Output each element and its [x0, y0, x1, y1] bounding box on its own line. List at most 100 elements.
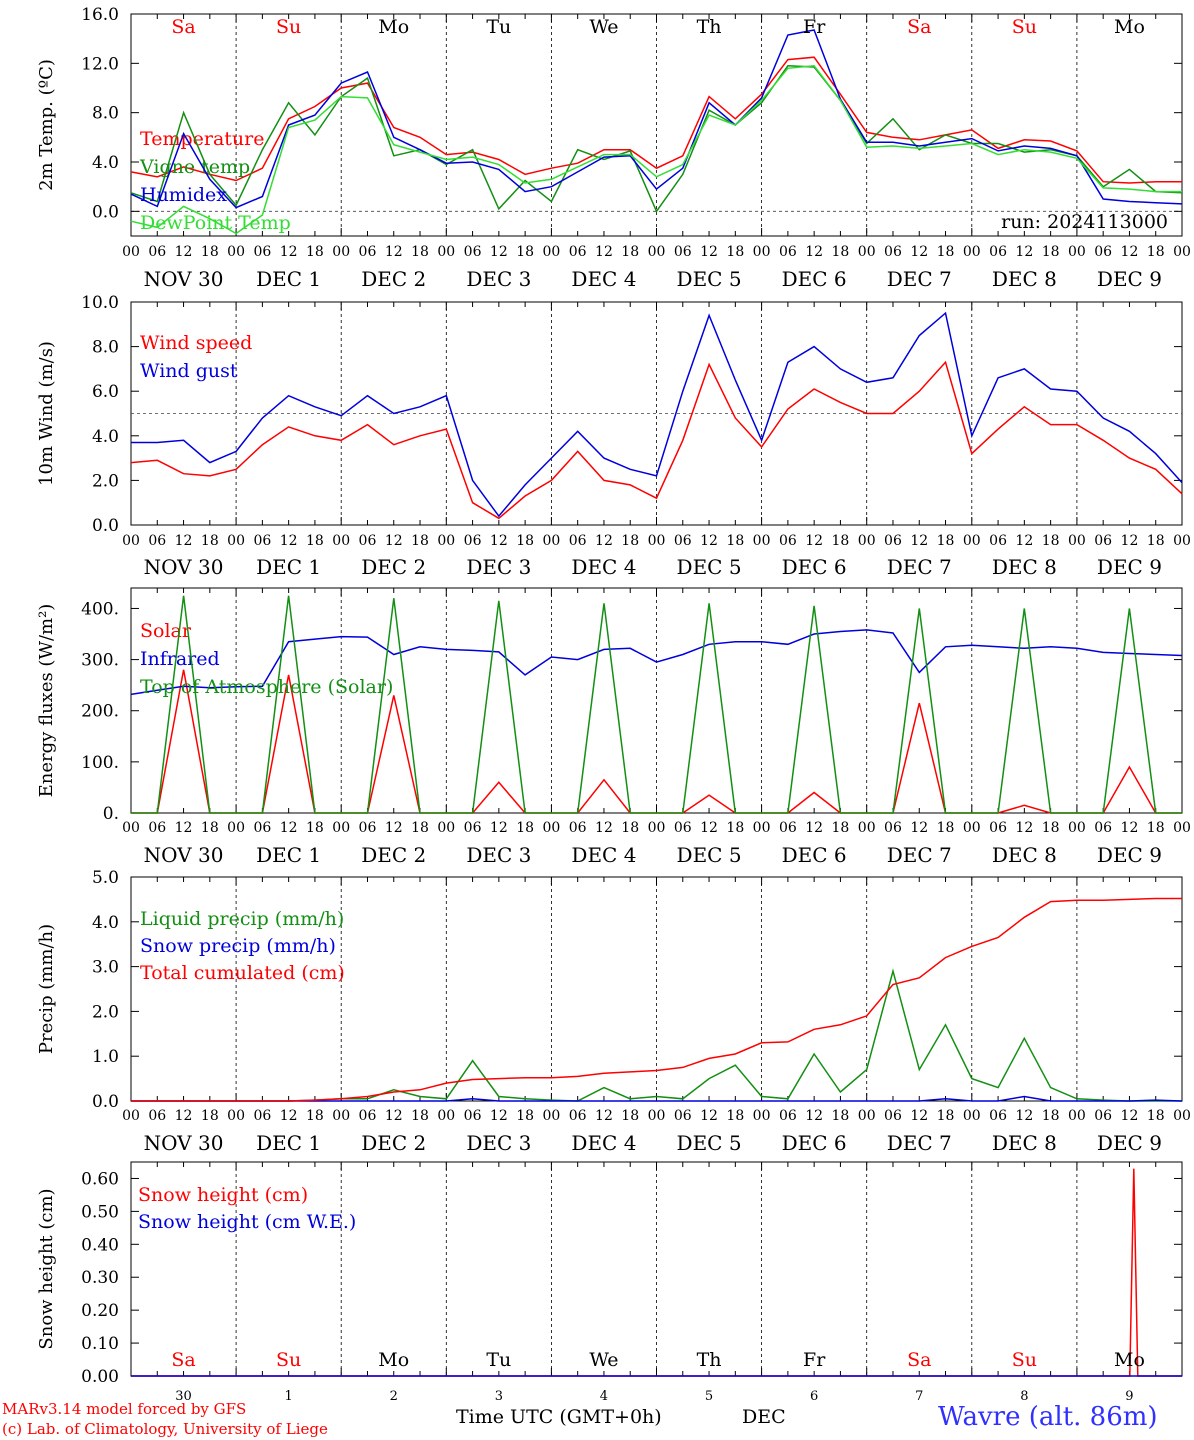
hour-label: 18 [411, 244, 429, 260]
day-name: Sa [907, 16, 931, 38]
hour-label: 12 [1015, 820, 1033, 836]
y-tick-label: 0.10 [81, 1334, 119, 1354]
hour-label: 00 [963, 244, 981, 260]
hour-label: 18 [832, 244, 850, 260]
hour-label: 00 [753, 1108, 771, 1124]
hour-label: 06 [464, 1108, 482, 1124]
hour-label: 12 [1121, 244, 1139, 260]
date-label: NOV 30 [144, 843, 224, 867]
hour-label: 18 [516, 533, 534, 549]
day-name: Fr [803, 1349, 826, 1371]
y-tick-label: 4.0 [92, 427, 119, 447]
hour-label: 12 [490, 244, 508, 260]
y-tick-label: 0.40 [81, 1235, 119, 1255]
y-tick-label: 0. [103, 804, 119, 824]
date-label: DEC 1 [256, 555, 321, 579]
plot-frame-2 [130, 587, 1183, 814]
hour-label: 12 [385, 1108, 403, 1124]
hour-label: 12 [175, 244, 193, 260]
hour-label: 12 [175, 1108, 193, 1124]
hour-label: 00 [122, 244, 140, 260]
hour-label: 00 [227, 244, 245, 260]
hour-label: 18 [1147, 244, 1165, 260]
hour-label: 00 [1068, 244, 1086, 260]
hour-label: 06 [464, 533, 482, 549]
hour-label: 06 [359, 1108, 377, 1124]
y-tick-label: 400. [81, 599, 119, 619]
hour-label: 00 [542, 820, 560, 836]
date-label: DEC 8 [992, 1131, 1057, 1155]
date-label: DEC 7 [887, 1131, 952, 1155]
day-name: Mo [378, 16, 409, 38]
day-name: Th [697, 1349, 722, 1371]
hour-label: 18 [411, 820, 429, 836]
date-label: DEC 3 [466, 1131, 531, 1155]
hour-label: 12 [1015, 1108, 1033, 1124]
hour-label: 06 [464, 820, 482, 836]
hour-label: 06 [148, 244, 166, 260]
hour-label: 12 [700, 1108, 718, 1124]
legend-entry: Wind speed [140, 332, 252, 354]
hour-label: 00 [648, 533, 666, 549]
date-label: DEC 6 [782, 843, 847, 867]
y-axis-title: 10m Wind (m/s) [36, 341, 57, 486]
hour-label: 06 [884, 1108, 902, 1124]
series-line-1-1 [131, 311, 1183, 518]
y-tick-label: 0.0 [92, 202, 119, 222]
hour-label: 00 [858, 820, 876, 836]
hour-label: 06 [674, 244, 692, 260]
hour-label: 06 [674, 820, 692, 836]
hour-label: 18 [1042, 820, 1060, 836]
day-name: Mo [1114, 1349, 1145, 1371]
legend-entry: Liquid precip (mm/h) [140, 908, 344, 930]
day-number: 8 [1020, 1389, 1028, 1404]
y-tick-label: 2.0 [92, 1002, 119, 1022]
date-label: DEC 6 [782, 267, 847, 291]
hour-label: 12 [805, 1108, 823, 1124]
hour-label: 06 [253, 820, 271, 836]
hour-label: 18 [201, 1108, 219, 1124]
hour-label: 00 [753, 244, 771, 260]
date-label: NOV 30 [144, 267, 224, 291]
hour-label: 00 [122, 1108, 140, 1124]
date-label: NOV 30 [144, 555, 224, 579]
hour-label: 18 [411, 1108, 429, 1124]
hour-label: 12 [1121, 533, 1139, 549]
hour-label: 00 [1068, 1108, 1086, 1124]
y-tick-label: 5.0 [92, 868, 119, 888]
legend-entry: Humidex [140, 184, 227, 206]
day-name: Mo [1114, 16, 1145, 38]
day-name: Sa [171, 1349, 195, 1371]
series-line-3-2 [131, 897, 1182, 1102]
lab-credit: (c) Lab. of Climatology, University of L… [2, 1420, 328, 1438]
date-label: DEC 9 [1097, 555, 1162, 579]
hour-label: 12 [910, 820, 928, 836]
hour-label: 18 [516, 244, 534, 260]
hour-label: 00 [753, 820, 771, 836]
day-number: 30 [175, 1389, 192, 1404]
hour-label: 00 [437, 533, 455, 549]
hour-label: 18 [201, 533, 219, 549]
hour-label: 18 [832, 820, 850, 836]
hour-label: 18 [726, 820, 744, 836]
y-tick-label: 4.0 [92, 913, 119, 933]
hour-label: 18 [621, 533, 639, 549]
model-credit: MARv3.14 model forced by GFS [2, 1400, 247, 1418]
date-label: DEC 2 [361, 267, 426, 291]
hour-label: 06 [989, 533, 1007, 549]
hour-label: 00 [542, 244, 560, 260]
hour-label: 18 [306, 1108, 324, 1124]
hour-label: 00 [1173, 820, 1191, 836]
hour-label: 12 [910, 533, 928, 549]
y-axis-title: Energy fluxes (W/m²) [36, 604, 57, 798]
hour-label: 18 [1147, 1108, 1165, 1124]
hour-label: 18 [1042, 1108, 1060, 1124]
hour-label: 06 [884, 244, 902, 260]
hour-label: 12 [700, 533, 718, 549]
legend-entry: Snow precip (mm/h) [140, 935, 336, 957]
date-label: DEC 5 [677, 1131, 742, 1155]
day-name: Su [1012, 1349, 1037, 1371]
hour-label: 00 [963, 820, 981, 836]
series-line-2-2 [131, 595, 1182, 814]
hour-label: 06 [1094, 533, 1112, 549]
